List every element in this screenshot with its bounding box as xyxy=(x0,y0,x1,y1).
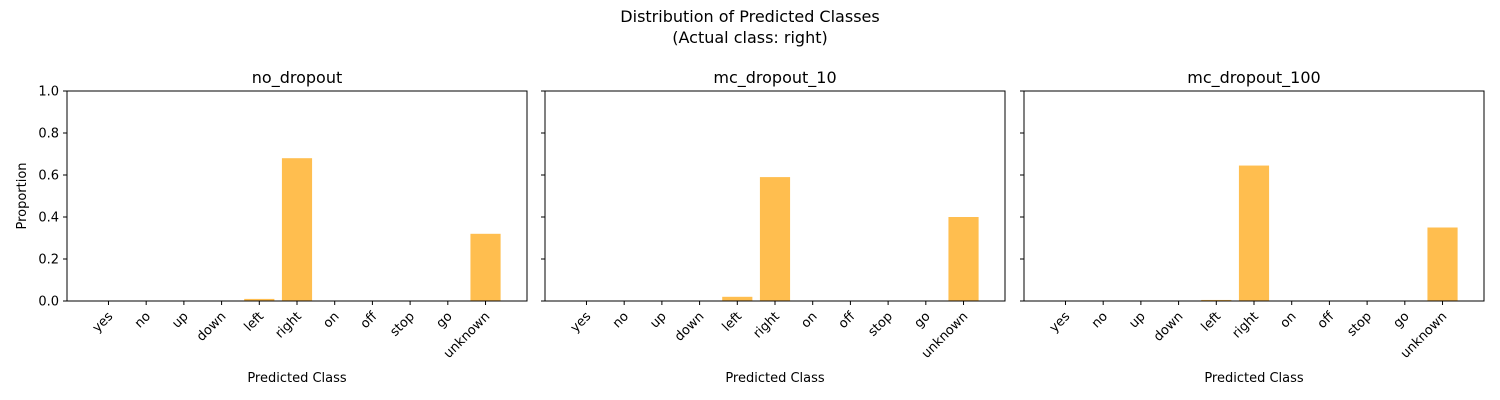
figure-title-line2: (Actual class: right) xyxy=(672,28,827,47)
y-tick-label: 0.2 xyxy=(38,253,59,268)
bar-right xyxy=(759,177,791,301)
x-axis-label: Predicted Class xyxy=(247,371,347,386)
bar-unknown xyxy=(1427,227,1458,301)
panel-title: no_dropout xyxy=(252,68,342,88)
x-axis-label: Predicted Class xyxy=(725,371,825,386)
panel-title: mc_dropout_100 xyxy=(1187,68,1320,88)
figure-title-line1: Distribution of Predicted Classes xyxy=(620,7,879,26)
y-tick-label: 1.0 xyxy=(38,85,59,100)
bar-left xyxy=(244,298,275,301)
x-axis-label: Predicted Class xyxy=(1204,371,1304,386)
bar-left xyxy=(722,296,753,301)
bar-left xyxy=(1201,299,1232,301)
bar-right xyxy=(1238,165,1270,301)
y-tick-label: 0.6 xyxy=(38,169,59,184)
bar-unknown xyxy=(470,233,501,301)
panel-title: mc_dropout_10 xyxy=(713,68,836,88)
y-tick-label: 0.8 xyxy=(38,127,59,142)
y-tick-label: 0.0 xyxy=(38,295,59,310)
y-tick-label: 0.4 xyxy=(38,211,59,226)
y-axis-label: Proportion xyxy=(15,162,30,229)
bar-right xyxy=(281,158,313,301)
bar-unknown xyxy=(948,217,979,301)
